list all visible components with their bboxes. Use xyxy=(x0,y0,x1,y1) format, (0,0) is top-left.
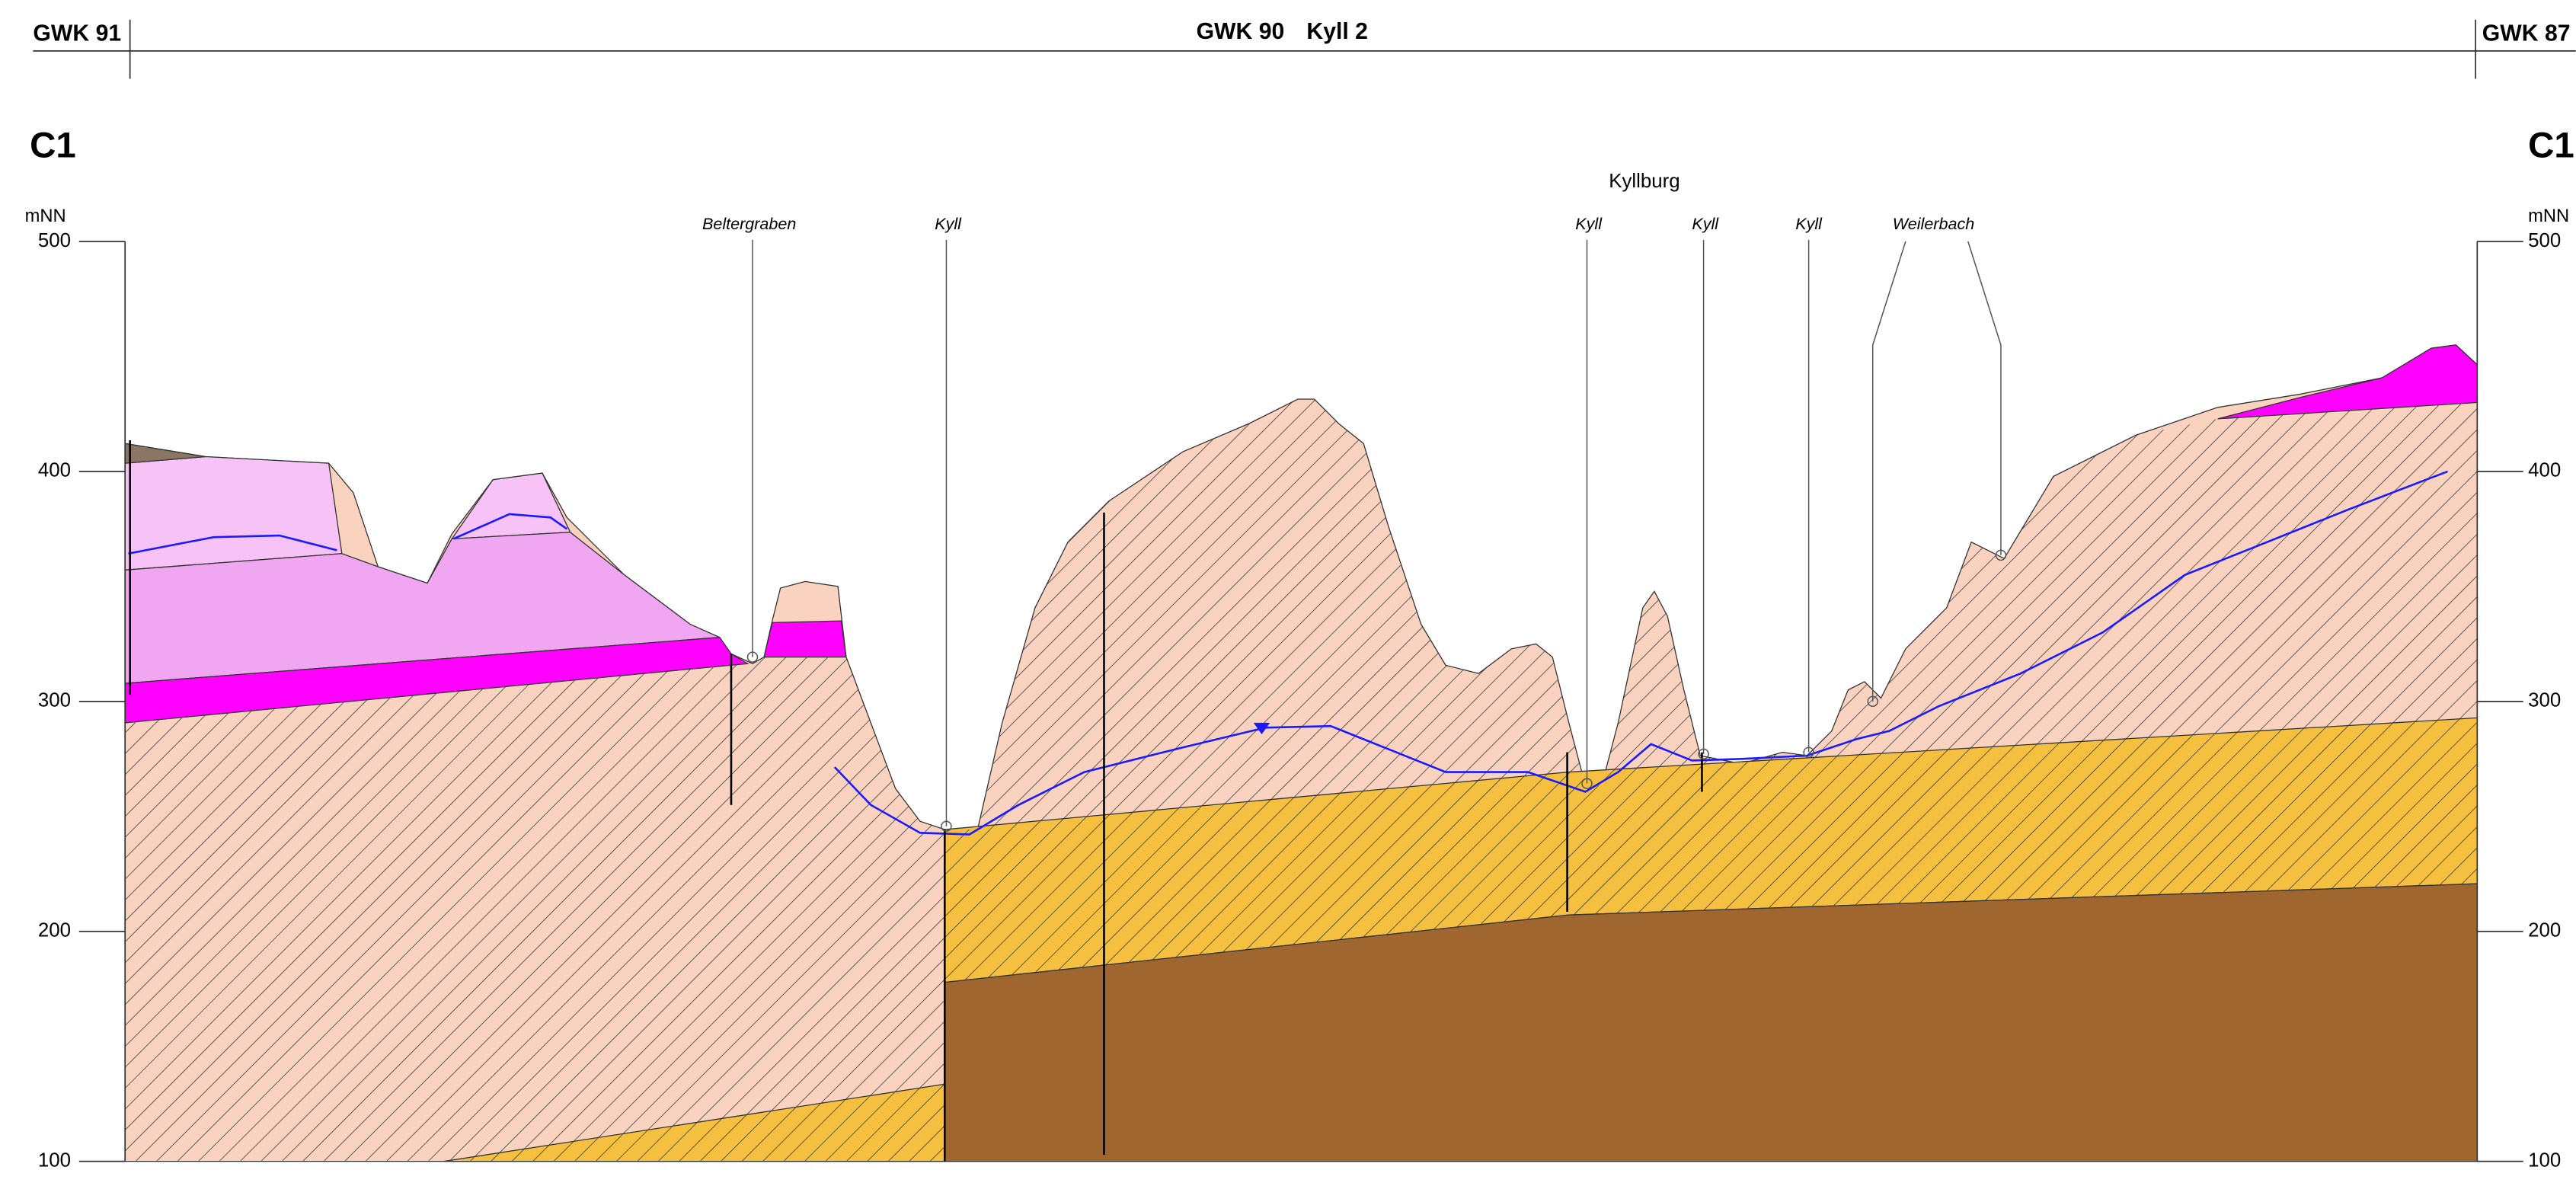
section-left: C1 xyxy=(30,126,76,166)
y-tick-label: 200 xyxy=(2528,920,2561,941)
y-tick-label: 500 xyxy=(38,230,71,251)
y-tick-label: 100 xyxy=(2528,1149,2561,1171)
stream-label: Beltergraben xyxy=(702,214,796,233)
stream-label: Kyll xyxy=(1795,214,1823,233)
header-left: GWK 91 xyxy=(33,21,121,46)
y-tick-label: 100 xyxy=(38,1149,71,1171)
y-tick-label: 400 xyxy=(2528,460,2561,481)
y-tick-label: 300 xyxy=(2528,690,2561,711)
y-tick-label: 500 xyxy=(2528,230,2561,251)
place-label: Kyllburg xyxy=(1609,171,1680,192)
leader xyxy=(1873,241,1906,702)
cross-section: GWK 91 GWK 90 Kyll 2 GWK 87 C1 C1 mNN mN… xyxy=(0,0,2576,1186)
header-center: Kyll 2 xyxy=(1306,19,1368,44)
y-tick-label: 300 xyxy=(38,690,71,711)
header-center: GWK 90 xyxy=(1197,19,1285,44)
stream-label: Kyll xyxy=(1692,214,1719,233)
header-right: GWK 87 xyxy=(2482,21,2571,46)
y-tick-label: 400 xyxy=(38,460,71,481)
y-tick-label: 200 xyxy=(38,920,71,941)
axis-unit: mNN xyxy=(25,206,66,226)
stream-label: Kyll xyxy=(1575,214,1603,233)
stream-label: Kyll xyxy=(935,214,962,233)
axis-unit: mNN xyxy=(2528,206,2569,226)
leader xyxy=(1968,241,2001,555)
stream-labels: Beltergraben Kyll Kyll Kyll Kyll Weilerbach xyxy=(702,214,1974,233)
pink-upper xyxy=(125,457,342,571)
stream-label: Weilerbach xyxy=(1893,214,1974,233)
section-right: C1 xyxy=(2528,126,2574,166)
magenta-block xyxy=(764,621,846,657)
layers xyxy=(125,345,2477,1162)
pink-hill xyxy=(452,473,570,539)
